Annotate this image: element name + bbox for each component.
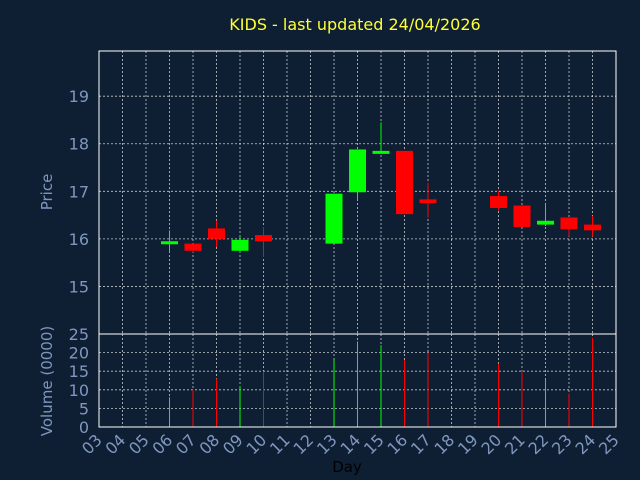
candle-body-14: [349, 149, 366, 193]
price-tick-label: 19: [69, 87, 89, 106]
x-axis-label: Day: [332, 458, 362, 476]
candle-body-24: [584, 224, 601, 231]
volume-tick-label: 20: [69, 344, 89, 363]
price-tick-label: 18: [69, 135, 89, 154]
volume-tick-label: 25: [69, 325, 89, 344]
volume-tick-label: 15: [69, 362, 89, 381]
volume-tick-label: 10: [69, 381, 89, 400]
volume-frame: [98, 333, 617, 428]
candle-body-20: [490, 196, 507, 208]
candle-body-13: [325, 193, 343, 244]
volume-tick-label: 0: [79, 418, 89, 437]
candle-body-23: [560, 217, 578, 230]
volume-tick-label: 5: [79, 399, 89, 418]
price-axis-label: Price: [38, 174, 56, 211]
candle-body-08: [208, 228, 225, 239]
price-tick-label: 16: [69, 230, 89, 249]
x-tick-label: 25: [595, 430, 623, 458]
chart-title: KIDS - last updated 24/04/2026: [229, 15, 480, 34]
volume-axis-label: Volume (0000): [38, 326, 56, 436]
candle-body-07: [184, 243, 202, 251]
price-tick-label: 15: [69, 277, 89, 296]
candle-body-10: [255, 235, 272, 242]
price-panel: 15 16 17 18 19: [69, 50, 617, 335]
candle-body-15: [372, 150, 390, 154]
candle-body-06: [161, 241, 178, 245]
candle-body-09: [231, 239, 249, 251]
price-tick-label: 17: [69, 182, 89, 201]
candle-body-22: [537, 220, 554, 225]
candle-body-17: [419, 199, 437, 204]
candle-body-21: [513, 205, 531, 227]
candle-body-16: [396, 150, 413, 215]
x-axis: 0304050607080910111213141516171819202122…: [78, 430, 623, 458]
